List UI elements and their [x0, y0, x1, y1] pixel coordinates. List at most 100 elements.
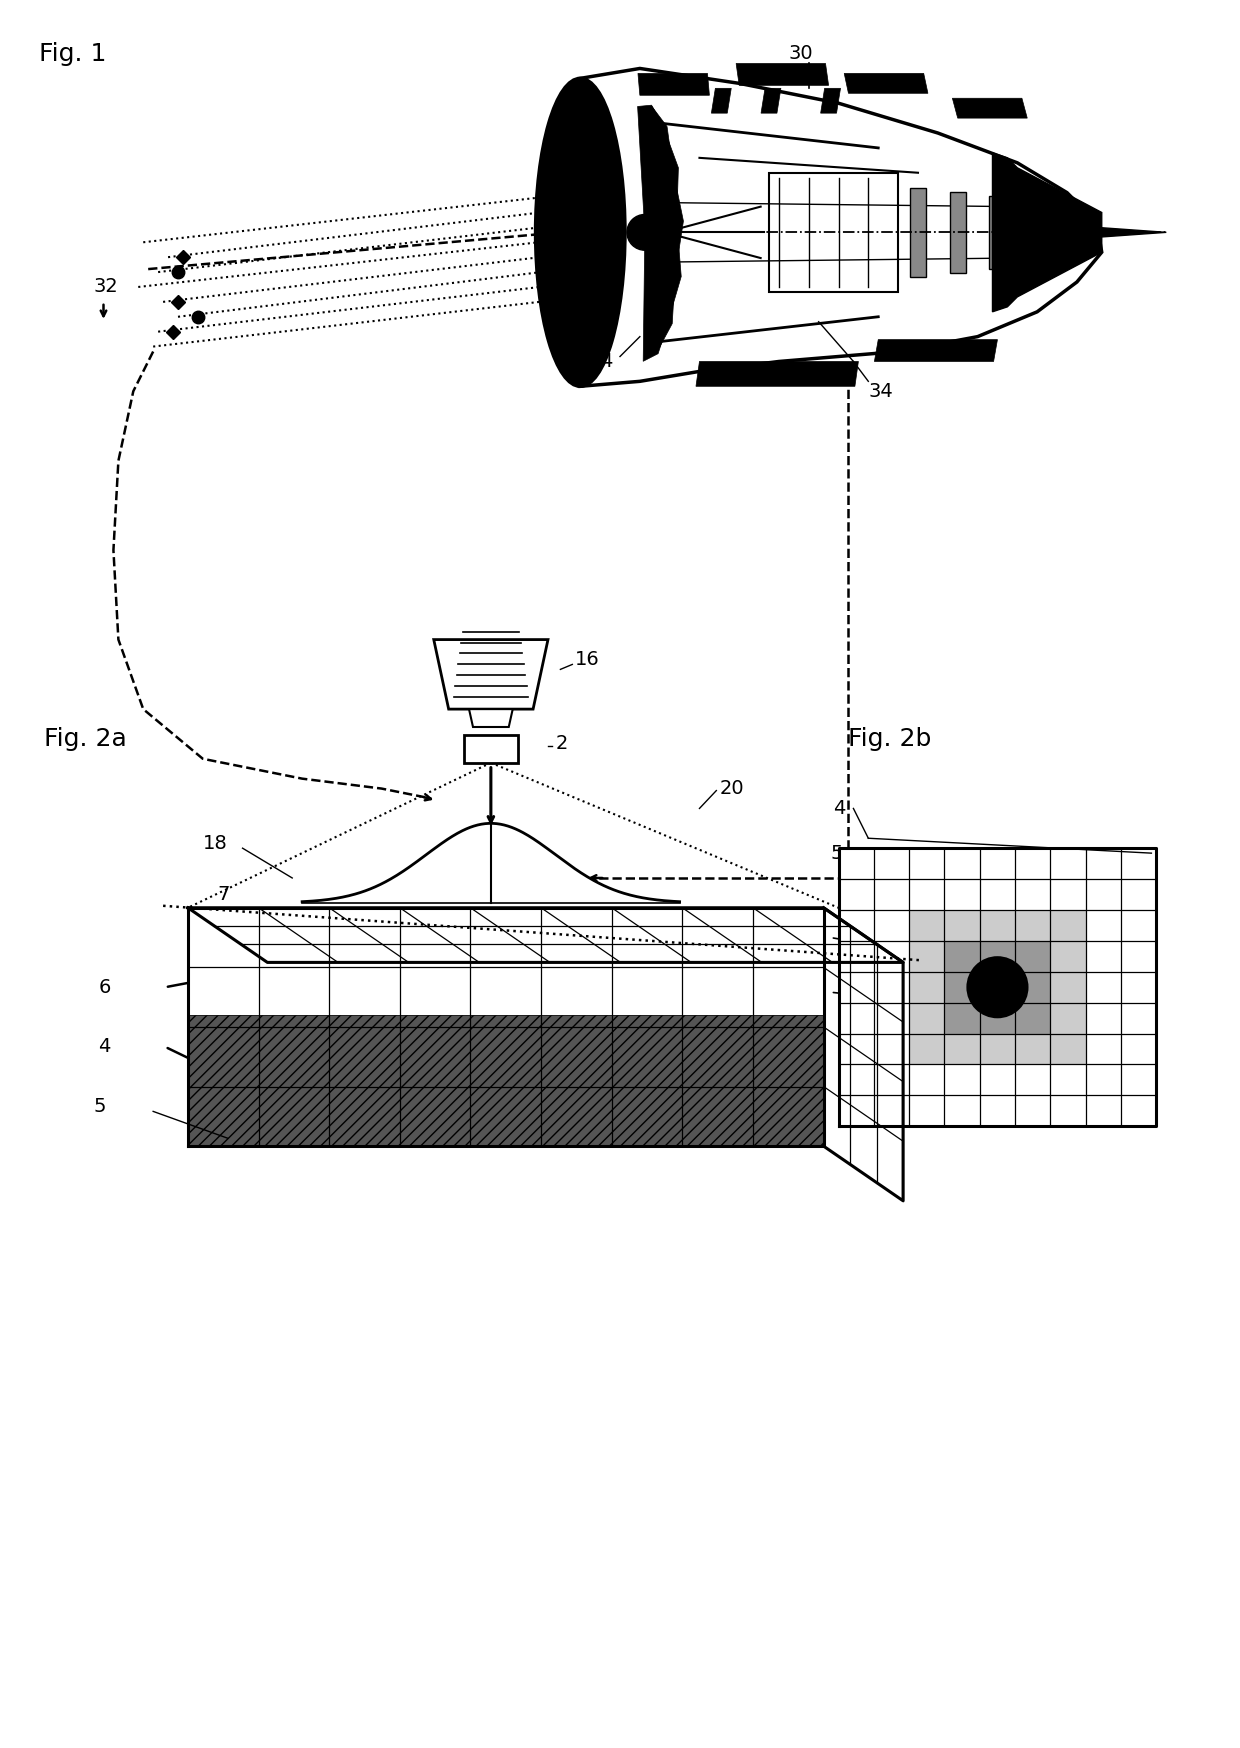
- Text: 2: 2: [556, 734, 568, 753]
- Bar: [874, 848, 909, 879]
- Bar: [1050, 879, 1086, 911]
- Bar: [1121, 972, 1157, 1003]
- Polygon shape: [696, 362, 858, 386]
- Text: 4: 4: [600, 351, 613, 371]
- Bar: [945, 972, 980, 1003]
- Bar: [945, 1096, 980, 1126]
- Bar: [910, 187, 926, 276]
- Bar: [1050, 911, 1086, 940]
- Bar: [1016, 848, 1050, 879]
- Bar: [1050, 1033, 1086, 1065]
- Polygon shape: [821, 89, 841, 114]
- Bar: [1016, 1096, 1050, 1126]
- Bar: [1050, 1096, 1086, 1126]
- Bar: [1029, 199, 1045, 266]
- Bar: [188, 1016, 823, 1147]
- Bar: [1121, 879, 1157, 911]
- Bar: [1121, 1033, 1157, 1065]
- Text: 16: 16: [575, 650, 600, 669]
- Bar: [874, 1003, 909, 1033]
- Bar: [188, 907, 823, 1016]
- Bar: [464, 734, 518, 762]
- Bar: [1086, 972, 1121, 1003]
- Bar: [874, 1096, 909, 1126]
- Bar: [838, 879, 874, 911]
- Text: 30: 30: [789, 44, 813, 63]
- Bar: [1121, 1096, 1157, 1126]
- Bar: [874, 1033, 909, 1065]
- Polygon shape: [469, 710, 512, 727]
- Bar: [980, 911, 1016, 940]
- Bar: [980, 879, 1016, 911]
- Bar: [1086, 1003, 1121, 1033]
- Polygon shape: [434, 640, 548, 710]
- Polygon shape: [712, 89, 732, 114]
- Bar: [1016, 911, 1050, 940]
- Bar: [838, 1003, 874, 1033]
- Bar: [838, 1096, 874, 1126]
- Bar: [1086, 1065, 1121, 1096]
- Text: 48: 48: [794, 982, 818, 1002]
- Bar: [909, 972, 945, 1003]
- Bar: [1016, 972, 1050, 1003]
- Bar: [874, 911, 909, 940]
- Bar: [874, 940, 909, 972]
- Polygon shape: [874, 339, 997, 362]
- Bar: [1086, 911, 1121, 940]
- Text: 20: 20: [719, 780, 744, 799]
- Bar: [980, 1003, 1016, 1033]
- Bar: [980, 1096, 1016, 1126]
- Text: 18: 18: [203, 834, 228, 853]
- Polygon shape: [580, 68, 1102, 386]
- Bar: [1086, 879, 1121, 911]
- Bar: [1016, 1033, 1050, 1065]
- Polygon shape: [645, 225, 681, 320]
- Bar: [909, 848, 945, 879]
- Bar: [1016, 1065, 1050, 1096]
- Bar: [1086, 1033, 1121, 1065]
- Bar: [945, 848, 980, 879]
- Bar: [1050, 1003, 1086, 1033]
- Polygon shape: [637, 73, 709, 96]
- Bar: [838, 1065, 874, 1096]
- Text: 5: 5: [93, 1098, 107, 1115]
- Bar: [1050, 972, 1086, 1003]
- Bar: [1016, 1003, 1050, 1033]
- Bar: [980, 1033, 1016, 1065]
- Bar: [980, 848, 1016, 879]
- Text: 32: 32: [93, 278, 118, 297]
- Bar: [909, 1096, 945, 1126]
- Bar: [945, 1033, 980, 1065]
- Polygon shape: [761, 89, 781, 114]
- Polygon shape: [1096, 227, 1167, 238]
- Bar: [945, 911, 980, 940]
- Text: Fig. 2b: Fig. 2b: [848, 727, 931, 752]
- Bar: [838, 1033, 874, 1065]
- Bar: [769, 173, 898, 292]
- Bar: [909, 879, 945, 911]
- Bar: [1121, 911, 1157, 940]
- Bar: [838, 848, 1157, 1126]
- Circle shape: [967, 958, 1028, 1017]
- Polygon shape: [645, 107, 672, 232]
- Bar: [909, 1033, 945, 1065]
- Bar: [1121, 940, 1157, 972]
- Bar: [188, 1016, 823, 1147]
- Bar: [990, 196, 1006, 269]
- Bar: [1050, 1065, 1086, 1096]
- Bar: [980, 940, 1016, 972]
- Bar: [1050, 940, 1086, 972]
- Text: 6: 6: [98, 977, 110, 996]
- Text: 46: 46: [794, 928, 818, 947]
- Bar: [909, 1003, 945, 1033]
- Polygon shape: [637, 105, 662, 232]
- Bar: [1086, 1096, 1121, 1126]
- Bar: [874, 879, 909, 911]
- Polygon shape: [644, 232, 667, 362]
- Polygon shape: [992, 152, 1102, 311]
- Bar: [1050, 848, 1086, 879]
- Bar: [980, 972, 1016, 1003]
- Bar: [874, 1065, 909, 1096]
- Text: 7: 7: [218, 884, 231, 904]
- Polygon shape: [952, 98, 1027, 119]
